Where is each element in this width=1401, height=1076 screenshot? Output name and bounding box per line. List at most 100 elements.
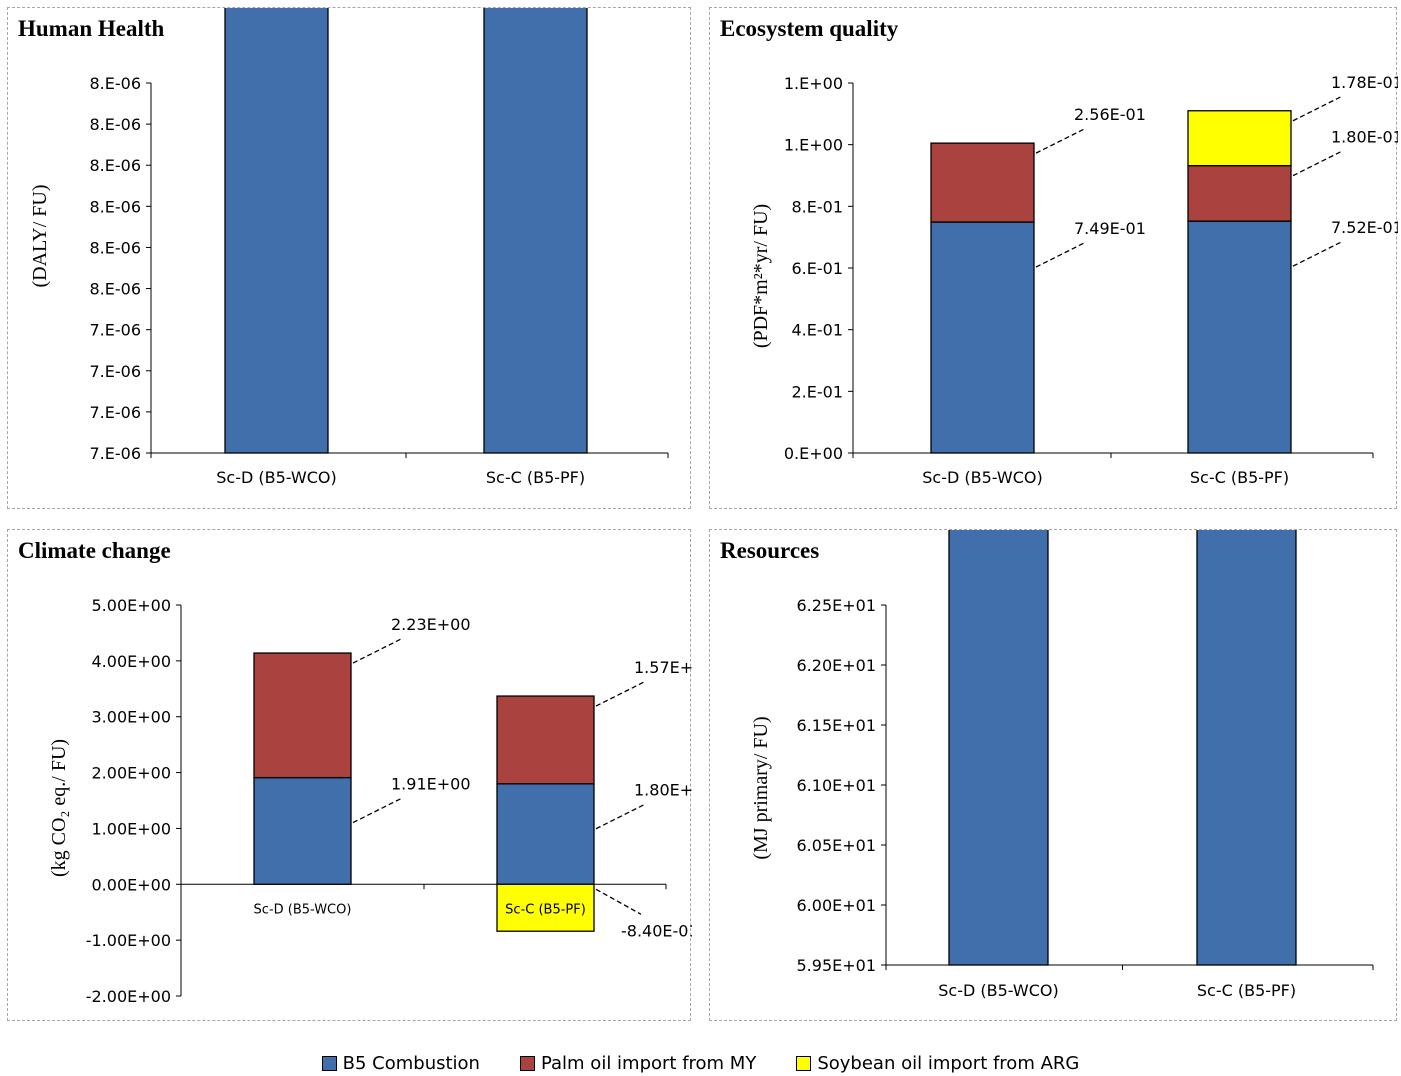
x-category-label: Sc-D (B5-WCO) [216, 468, 336, 487]
data-label-soy: 1.78E-01 [1331, 73, 1398, 92]
y-tick-label: 6.15E+01 [797, 716, 877, 735]
y-tick-label: 0.E+00 [784, 444, 843, 463]
human-health-title: Human Health [18, 16, 165, 41]
y-tick-label: 1.E+00 [784, 136, 843, 155]
y-tick-label: 8.E-06 [89, 238, 141, 257]
human-health-chart: 7.E-06 7.E-06 7.E-06 7.E-06 8.E-06 8.E-06 8.E-… [29, 8, 669, 487]
y-tick-label: 8.E-06 [89, 115, 141, 134]
bar-segment-b5 [1196, 530, 1297, 966]
data-label-soy: -8.40E-01 [621, 921, 692, 940]
ecosystem-quality-title: Ecosystem quality [720, 16, 899, 41]
y-tick-label: 5.00E+00 [92, 596, 172, 615]
legend-swatch-soy [796, 1055, 812, 1071]
legend-item-b5: B5 Combustion [321, 1052, 480, 1074]
x-category-label: Sc-C (B5-PF) [1190, 468, 1289, 487]
y-tick-label: 6.10E+01 [797, 776, 877, 795]
legend-item-soy: Soybean oil import from ARG [796, 1053, 1079, 1074]
y-tick-label: 5.95E+01 [797, 956, 877, 975]
y-tick-label: 7.E-06 [89, 444, 141, 463]
bar-segment-palm [253, 652, 352, 779]
data-label-leader [1292, 150, 1344, 177]
climate-change-chart: -2.00E+00 -1.00E+00 0.00E+00 1.00E+00 2.00E+… [48, 596, 692, 1006]
legend-label-palm: Palm oil import from MY [540, 1052, 757, 1074]
bar-segment-b5 [948, 530, 1049, 966]
bar-segment-soy [496, 883, 595, 932]
data-label-b5: 1.80E+00 [634, 781, 692, 800]
bar-segment-b5 [930, 221, 1035, 454]
ecosystem-quality-panel: Ecosystem quality 0.E+00 2.E-01 4.E-01 6.E-… [709, 7, 1398, 509]
y-tick-label: 8.E-06 [89, 156, 141, 175]
y-axis-title: (PDF*m²*yr/ FU) [750, 204, 772, 348]
y-tick-label: 0.00E+00 [92, 875, 172, 894]
data-label-leader [352, 797, 404, 824]
legend: B5 Combustion Palm oil import from MY So… [0, 1050, 1401, 1076]
x-category-label: Sc-D (B5-WCO) [254, 902, 352, 917]
legend-item-palm: Palm oil import from MY [519, 1052, 757, 1074]
x-category-label: Sc-C (B5-PF) [486, 468, 585, 487]
data-label-palm: 2.56E-01 [1074, 105, 1146, 124]
data-label-b5: 7.52E-01 [1331, 218, 1398, 237]
bar-segment-soy [1187, 110, 1292, 167]
data-label-palm: 2.23E+00 [391, 615, 471, 634]
y-tick-label: 1.00E+00 [92, 819, 172, 838]
y-axis-title: (DALY/ FU) [29, 185, 51, 288]
data-label-leader [595, 803, 647, 830]
y-tick-label: 7.E-06 [89, 362, 141, 381]
data-label-leader [1292, 240, 1344, 267]
resources-chart: 5.95E+01 6.00E+01 6.05E+01 6.10E+01 6.15E+01… [750, 530, 1374, 1000]
y-tick-label: 8.E-06 [89, 74, 141, 93]
data-label-leader [595, 888, 642, 915]
y-tick-label: 1.E+00 [784, 74, 843, 93]
y-tick-label: 6.25E+01 [797, 596, 877, 615]
legend-swatch-palm [519, 1055, 535, 1071]
x-category-label: Sc-D (B5-WCO) [922, 468, 1042, 487]
y-tick-label: -1.00E+00 [86, 931, 171, 950]
y-tick-label: 8.E-06 [89, 280, 141, 299]
y-tick-label: 6.00E+01 [797, 896, 877, 915]
data-label-leader [1292, 95, 1344, 122]
climate-change-panel: Climate change -2.00E+00 -1.00E+00 0.00E+0… [7, 529, 692, 1021]
data-label-palm: 1.57E+00 [634, 658, 692, 677]
bar-segment-palm [1187, 164, 1292, 222]
y-tick-label: 7.E-06 [89, 321, 141, 340]
resources-panel: Resources 5.95E+01 6.00E+01 6.05E+01 6.10E+… [709, 529, 1397, 1021]
human-health-panel: Human Health 7.E-06 7.E-06 7.E-06 7.E-06 8.E… [7, 7, 691, 509]
bar-segment-b5 [1187, 220, 1292, 454]
bar-segment-b5 [496, 783, 595, 885]
y-tick-label: -2.00E+00 [86, 987, 171, 1006]
y-tick-label: 6.E-01 [791, 259, 843, 278]
x-category-label: Sc-D (B5-WCO) [938, 981, 1058, 1000]
y-tick-label: 4.00E+00 [92, 652, 172, 671]
data-label-leader [1035, 127, 1087, 154]
ecosystem-quality-chart: 0.E+00 2.E-01 4.E-01 6.E-01 8.E-01 1.E+00 1.E+… [750, 73, 1398, 487]
bar-segment-b5 [224, 8, 329, 454]
data-label-leader [352, 637, 404, 664]
data-label-leader [1035, 241, 1087, 268]
y-tick-label: 2.E-01 [791, 382, 843, 401]
bar-segment-b5 [253, 776, 352, 885]
y-tick-label: 4.E-01 [791, 321, 843, 340]
y-axis-title: (MJ primary/ FU) [750, 716, 772, 859]
y-tick-label: 6.05E+01 [797, 836, 877, 855]
legend-label-b5: B5 Combustion [342, 1052, 480, 1074]
legend-swatch-b5 [321, 1055, 337, 1071]
bar-segment-palm [496, 695, 595, 785]
y-tick-label: 8.E-01 [791, 197, 843, 216]
data-label-b5: 7.49E-01 [1074, 219, 1146, 238]
data-label-palm: 1.80E-01 [1331, 128, 1398, 147]
y-tick-label: 3.00E+00 [92, 708, 172, 727]
x-category-label: Sc-C (B5-PF) [505, 902, 586, 917]
legend-label-soy: Soybean oil import from ARG [817, 1052, 1080, 1074]
data-label-leader [595, 680, 647, 707]
climate-change-title: Climate change [18, 538, 171, 563]
bar-segment-b5 [483, 8, 588, 454]
bar-segment-palm [930, 142, 1035, 223]
y-axis-title: (kg CO₂ eq./ FU) [48, 739, 70, 877]
data-label-b5: 1.91E+00 [391, 775, 471, 794]
y-tick-label: 7.E-06 [89, 403, 141, 422]
x-category-label: Sc-C (B5-PF) [1197, 981, 1296, 1000]
y-tick-label: 8.E-06 [89, 197, 141, 216]
resources-title: Resources [720, 538, 820, 563]
y-tick-label: 2.00E+00 [92, 764, 172, 783]
y-tick-label: 6.20E+01 [797, 656, 877, 675]
